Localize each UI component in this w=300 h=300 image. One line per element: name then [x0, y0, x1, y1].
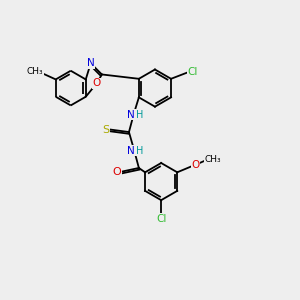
Text: CH₃: CH₃	[204, 155, 221, 164]
Text: O: O	[192, 160, 200, 170]
Text: H: H	[136, 110, 143, 120]
Text: S: S	[102, 124, 110, 135]
Text: O: O	[113, 167, 122, 177]
Text: Cl: Cl	[156, 214, 166, 224]
Text: N: N	[127, 146, 135, 156]
Text: N: N	[127, 110, 135, 120]
Text: O: O	[93, 78, 101, 88]
Text: N: N	[87, 58, 94, 68]
Text: H: H	[136, 146, 143, 156]
Text: CH₃: CH₃	[27, 67, 44, 76]
Text: Cl: Cl	[188, 67, 198, 77]
